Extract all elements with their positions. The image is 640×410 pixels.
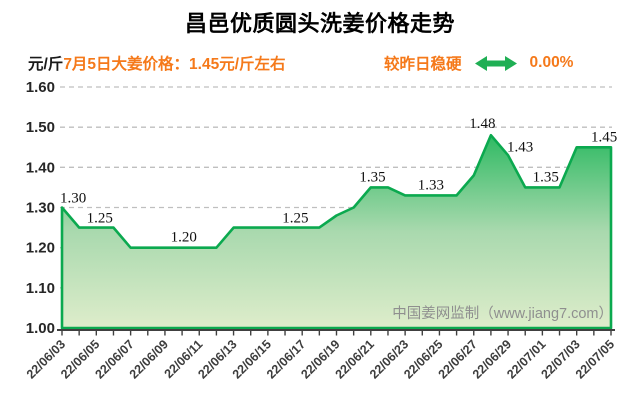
point-labels: 1.301.251.201.251.351.331.481.431.351.45 — [60, 116, 617, 245]
trend-vs-yesterday-label: 较昨日稳硬 — [384, 56, 462, 73]
point-value-label: 1.45 — [591, 129, 617, 145]
price-subtitle: 元/斤 7月5日大姜价格：1.45元/斤左右 — [28, 52, 286, 74]
double-arrow-icon — [474, 55, 517, 72]
x-axis-labels: 22/06/0322/06/0522/06/0722/06/0922/06/11… — [24, 337, 617, 381]
trend-indicator: 较昨日稳硬 0.00% — [384, 52, 573, 74]
trend-percent-value: 0.00% — [529, 54, 574, 71]
watermark-text: 中国姜网监制（www.jiang7.com） — [392, 305, 613, 322]
point-value-label: 1.25 — [282, 211, 308, 227]
point-value-label: 1.25 — [87, 211, 113, 227]
point-value-label: 1.48 — [469, 116, 495, 132]
page-title: 昌邑优质圆头洗姜价格走势 — [184, 11, 455, 36]
point-value-label: 1.43 — [507, 139, 533, 155]
y-tick-label: 1.30 — [26, 200, 55, 217]
price-area-series — [60, 133, 613, 330]
x-axis — [57, 329, 615, 336]
point-value-label: 1.30 — [60, 191, 86, 207]
y-tick-label: 1.20 — [26, 240, 55, 257]
point-value-label: 1.35 — [359, 169, 385, 185]
current-price-note: 7月5日大姜价格：1.45元/斤左右 — [63, 56, 286, 73]
point-value-label: 1.20 — [171, 230, 197, 246]
y-tick-label: 1.60 — [26, 79, 55, 96]
point-value-label: 1.35 — [533, 169, 559, 185]
y-axis-labels: 1.60 1.50 1.40 1.30 1.20 1.10 1.00 — [26, 79, 55, 337]
y-tick-label: 1.40 — [26, 159, 55, 176]
y-tick-label: 1.10 — [26, 280, 55, 297]
y-tick-label: 1.00 — [26, 320, 55, 337]
point-value-label: 1.33 — [418, 177, 444, 193]
y-tick-label: 1.50 — [26, 119, 55, 136]
y-axis-unit-label: 元/斤 — [28, 56, 64, 73]
